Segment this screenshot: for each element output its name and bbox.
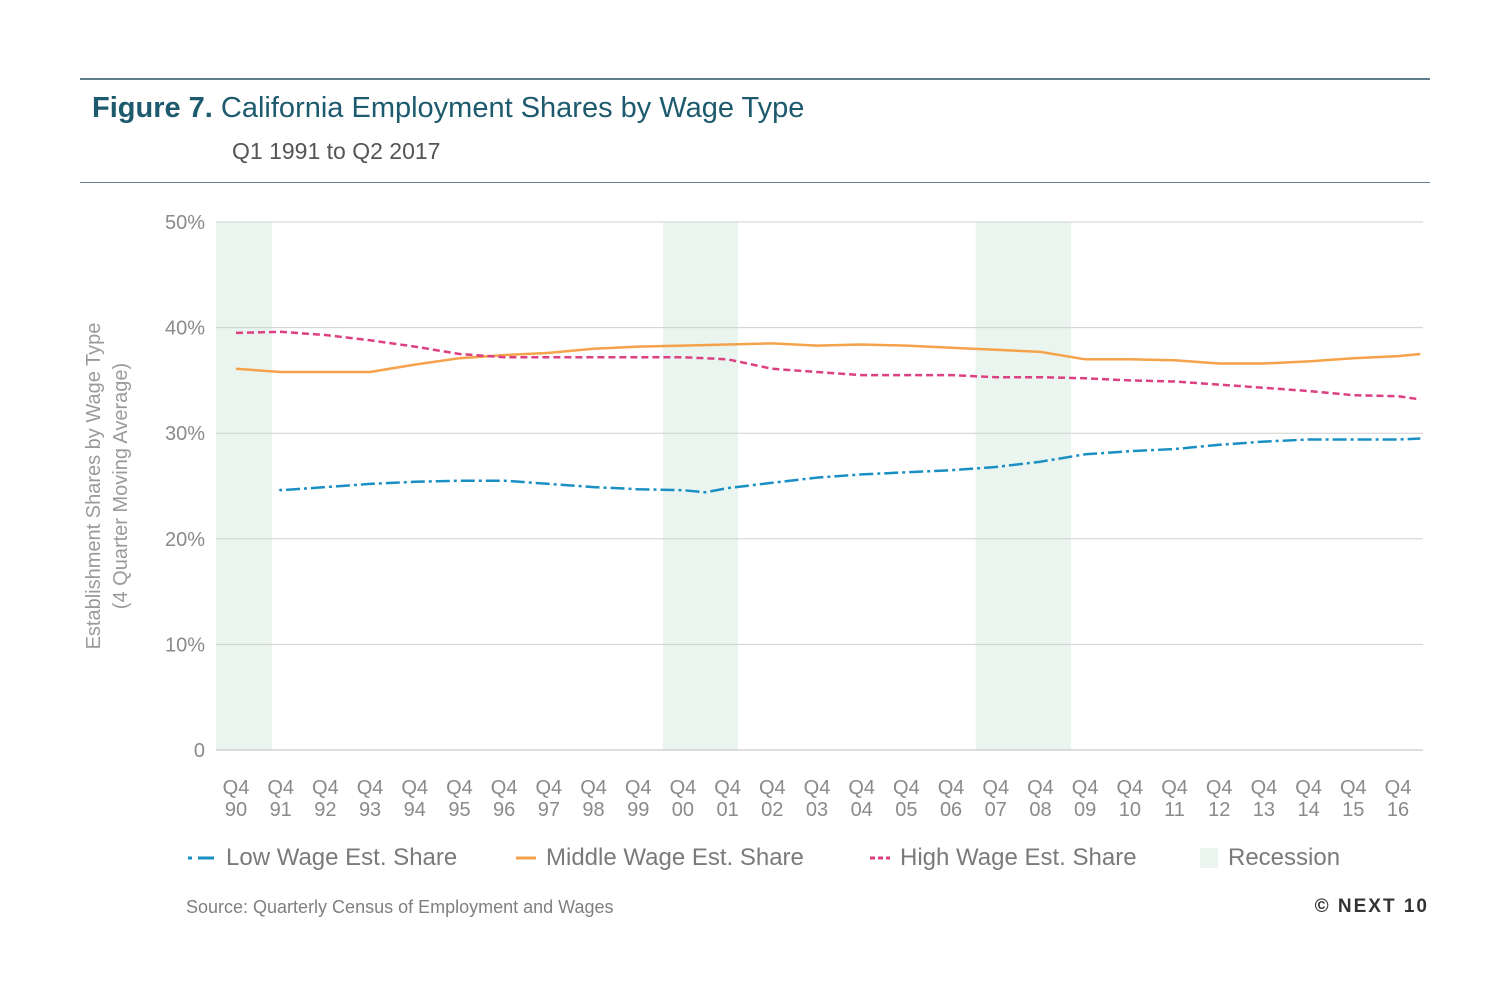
x-tick-label-top: Q4 — [714, 777, 741, 799]
x-tick-label-bottom: 02 — [761, 799, 783, 821]
x-tick-label-top: Q4 — [1340, 777, 1367, 799]
x-tick-label-top: Q4 — [312, 777, 339, 799]
y-tick-label: 0 — [194, 740, 205, 762]
x-tick-label-bottom: 93 — [359, 799, 381, 821]
series-line-middle-wage — [235, 342, 1421, 374]
x-tick-label-bottom: 01 — [716, 799, 738, 821]
x-tick-label-top: Q4 — [536, 777, 563, 799]
x-tick-label-bottom: 99 — [627, 799, 649, 821]
legend-label-recession: Recession — [1228, 844, 1341, 871]
y-tick-label: 50% — [165, 212, 205, 234]
x-tick-label-bottom: 08 — [1029, 799, 1051, 821]
recession-band-0 — [216, 222, 272, 750]
x-tick-label-bottom: 94 — [404, 799, 426, 821]
legend-item-recession: Recession — [1200, 844, 1340, 872]
legend-item-low-wage: Low Wage Est. Share — [186, 844, 457, 872]
x-tick-label-bottom: 14 — [1297, 799, 1319, 821]
legend-item-high-wage: High Wage Est. Share — [870, 844, 1137, 872]
x-tick-label-top: Q4 — [1295, 777, 1322, 799]
x-tick-label-bottom: 95 — [448, 799, 470, 821]
x-tick-label-top: Q4 — [580, 777, 607, 799]
legend-label-middle-wage: Middle Wage Est. Share — [546, 844, 804, 871]
x-tick-label-top: Q4 — [357, 777, 384, 799]
x-tick-label-bottom: 12 — [1208, 799, 1230, 821]
x-tick-label-bottom: 15 — [1342, 799, 1364, 821]
legend-swatch-high-wage — [870, 856, 890, 860]
x-tick-label-bottom: 98 — [582, 799, 604, 821]
x-tick-label-top: Q4 — [1161, 777, 1188, 799]
x-tick-label-top: Q4 — [1206, 777, 1233, 799]
y-tick-label: 20% — [165, 529, 205, 551]
y-axis-ticks: 0 10% 20% 30% 40% 50% — [165, 212, 205, 762]
legend-swatch-low-wage — [188, 856, 214, 860]
series-lines — [235, 330, 1421, 494]
x-tick-label-top: Q4 — [223, 777, 250, 799]
y-axis-label-line2: (4 Quarter Moving Average) — [110, 363, 132, 609]
figure-label: Figure 7. — [92, 92, 213, 124]
x-tick-label-top: Q4 — [848, 777, 875, 799]
x-tick-label-bottom: 90 — [225, 799, 247, 821]
x-tick-label-top: Q4 — [1072, 777, 1099, 799]
x-tick-label-bottom: 97 — [538, 799, 560, 821]
x-tick-label-bottom: 00 — [672, 799, 694, 821]
legend-swatch-middle-wage — [516, 856, 536, 860]
x-tick-label-top: Q4 — [625, 777, 652, 799]
y-tick-label: 30% — [165, 423, 205, 445]
series-line-low-wage — [278, 437, 1421, 494]
x-tick-label-top: Q4 — [1251, 777, 1278, 799]
x-tick-label-bottom: 92 — [314, 799, 336, 821]
chart-subtitle: Q1 1991 to Q2 2017 — [232, 138, 441, 164]
x-tick-label-top: Q4 — [491, 777, 518, 799]
header-rule — [80, 182, 1430, 183]
copyright: © NEXT 10 — [1314, 896, 1429, 917]
x-tick-label-top: Q4 — [982, 777, 1009, 799]
grid-lines — [216, 221, 1423, 751]
legend-swatch-recession — [1200, 848, 1218, 868]
x-tick-label-top: Q4 — [401, 777, 428, 799]
top-rule — [80, 78, 1430, 80]
x-tick-label-top: Q4 — [1385, 777, 1412, 799]
x-tick-label-top: Q4 — [804, 777, 831, 799]
series-line-high-wage — [235, 330, 1421, 401]
x-axis-ticks: Q490Q491Q492Q493Q494Q495Q496Q497Q498Q499… — [223, 777, 1412, 821]
x-tick-label-top: Q4 — [759, 777, 786, 799]
recession-band-1 — [662, 222, 739, 750]
x-tick-label-bottom: 06 — [940, 799, 962, 821]
source-note: Source: Quarterly Census of Employment a… — [186, 897, 614, 917]
x-tick-label-top: Q4 — [267, 777, 294, 799]
legend: Low Wage Est. Share Middle Wage Est. Sha… — [0, 844, 1509, 880]
x-tick-label-bottom: 10 — [1119, 799, 1141, 821]
y-tick-label: 10% — [165, 634, 205, 656]
x-tick-label-top: Q4 — [1117, 777, 1144, 799]
x-tick-label-bottom: 11 — [1164, 799, 1185, 821]
x-tick-label-bottom: 91 — [270, 799, 292, 821]
x-tick-label-bottom: 04 — [851, 799, 873, 821]
legend-label-low-wage: Low Wage Est. Share — [226, 844, 458, 871]
x-tick-label-bottom: 09 — [1074, 799, 1096, 821]
y-tick-label: 40% — [165, 318, 205, 340]
x-tick-label-top: Q4 — [446, 777, 473, 799]
x-tick-label-top: Q4 — [938, 777, 965, 799]
recession-band-2 — [975, 222, 1072, 750]
title-text: California Employment Shares by Wage Typ… — [220, 92, 805, 124]
x-tick-label-top: Q4 — [670, 777, 697, 799]
legend-item-middle-wage: Middle Wage Est. Share — [516, 844, 804, 872]
y-axis-label-line1: Establishment Shares by Wage Type — [83, 323, 105, 650]
x-tick-label-bottom: 07 — [985, 799, 1007, 821]
x-tick-label-bottom: 16 — [1387, 799, 1409, 821]
chart-title: Figure 7. California Employment Shares b… — [92, 92, 804, 125]
x-tick-label-bottom: 05 — [895, 799, 917, 821]
x-tick-label-bottom: 03 — [806, 799, 828, 821]
x-tick-label-bottom: 13 — [1253, 799, 1275, 821]
x-tick-label-top: Q4 — [1027, 777, 1054, 799]
recession-bands — [216, 222, 1072, 750]
x-tick-label-top: Q4 — [893, 777, 920, 799]
legend-label-high-wage: High Wage Est. Share — [900, 844, 1137, 871]
x-tick-label-bottom: 96 — [493, 799, 515, 821]
